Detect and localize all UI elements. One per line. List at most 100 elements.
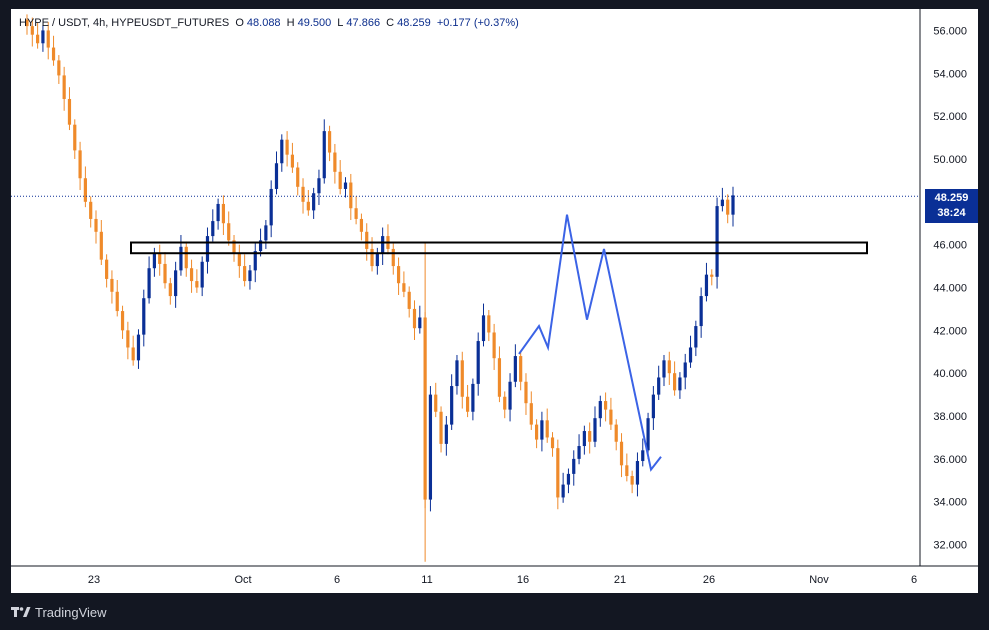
candle-body: [513, 356, 517, 382]
low-value: 47.866: [346, 17, 381, 29]
candle-body: [306, 201, 310, 211]
candle-body: [519, 356, 523, 382]
candle-body: [94, 218, 98, 232]
candle-body: [57, 60, 61, 76]
candle-body: [391, 248, 395, 267]
candle: [508, 373, 512, 422]
candle-body: [375, 253, 379, 267]
candle-body: [651, 394, 655, 419]
candle-body: [274, 163, 279, 189]
candle: [418, 305, 422, 334]
candle: [338, 160, 342, 195]
candle-body: [731, 195, 735, 215]
candle-body: [704, 274, 709, 297]
candle-body: [89, 201, 93, 219]
candle-body: [174, 270, 178, 297]
candle-body: [184, 246, 188, 269]
candle: [540, 411, 544, 452]
candle-layer: [25, 14, 735, 562]
candle-body: [317, 178, 321, 194]
candle: [471, 378, 475, 421]
candle-body: [30, 26, 34, 35]
candlestick-chart[interactable]: 56.00054.00052.00050.00048.00046.00044.0…: [11, 9, 978, 593]
candle-body: [471, 383, 475, 412]
candle: [726, 194, 730, 224]
candle: [216, 198, 220, 230]
candle: [396, 257, 401, 295]
candle: [205, 227, 210, 274]
candle: [386, 224, 390, 255]
candle: [333, 143, 337, 184]
candle-body: [688, 347, 693, 363]
candle: [481, 303, 486, 347]
candle-body: [216, 203, 220, 222]
candle-body: [78, 150, 82, 179]
candle: [179, 235, 183, 276]
candle: [25, 14, 29, 35]
candle-body: [487, 315, 491, 333]
candle-body: [264, 225, 268, 241]
candle: [285, 131, 289, 167]
candle: [36, 22, 40, 49]
candle-body: [248, 270, 252, 282]
candle: [67, 87, 72, 131]
last-price-value: 48.259: [934, 192, 969, 204]
chart-panel[interactable]: 56.00054.00052.00050.00048.00046.00044.0…: [11, 9, 978, 593]
candle-body: [237, 253, 241, 267]
candle-body: [243, 266, 247, 282]
candle: [678, 372, 682, 399]
price-tick-label: 52.000: [933, 111, 967, 123]
candle-body: [41, 30, 45, 44]
candle: [46, 21, 50, 60]
footer: TradingView: [11, 600, 107, 624]
candle: [402, 271, 406, 298]
candle-body: [593, 418, 597, 442]
candle-body: [646, 418, 650, 451]
candle: [465, 384, 470, 418]
candle-body: [67, 98, 72, 125]
candle: [683, 353, 687, 390]
candle-body: [365, 231, 369, 249]
candle-body: [158, 253, 162, 264]
candle-body: [434, 394, 438, 412]
brand-name[interactable]: TradingView: [35, 604, 107, 620]
candle-body: [258, 240, 263, 252]
candle: [604, 392, 608, 422]
candle-body: [619, 441, 624, 466]
candle: [306, 190, 310, 216]
candle: [667, 351, 671, 385]
candle-body: [142, 298, 146, 335]
candle: [598, 395, 602, 427]
candle-body: [25, 19, 29, 27]
candle: [41, 25, 45, 52]
candle-body: [338, 171, 342, 189]
candle: [57, 55, 61, 84]
candle: [89, 196, 93, 228]
candle: [211, 209, 215, 242]
last-price-tag: 48.259 38:24: [925, 189, 978, 223]
candle: [439, 406, 443, 453]
candle-body: [561, 484, 565, 498]
candle-body: [534, 424, 539, 440]
candle-body: [296, 167, 300, 187]
candle: [588, 422, 592, 454]
time-tick-label: Oct: [234, 574, 251, 586]
candle-body: [418, 317, 422, 329]
candle: [221, 195, 226, 236]
candle: [274, 151, 279, 195]
time-tick-label: 6: [334, 574, 340, 586]
candle: [673, 361, 677, 396]
candle: [391, 243, 395, 275]
candle-body: [657, 377, 661, 395]
candle: [359, 213, 364, 241]
time-tick-label: 11: [421, 574, 432, 586]
candle: [110, 270, 114, 304]
candle: [662, 354, 666, 387]
candle-body: [136, 334, 141, 361]
candle: [699, 287, 703, 338]
candle: [269, 180, 273, 238]
candle-body: [630, 476, 634, 485]
candle-body: [450, 386, 454, 425]
open-label: O: [235, 17, 244, 29]
symbol-label[interactable]: HYPE / USDT, 4h, HYPEUSDT_FUTURES: [19, 17, 230, 29]
